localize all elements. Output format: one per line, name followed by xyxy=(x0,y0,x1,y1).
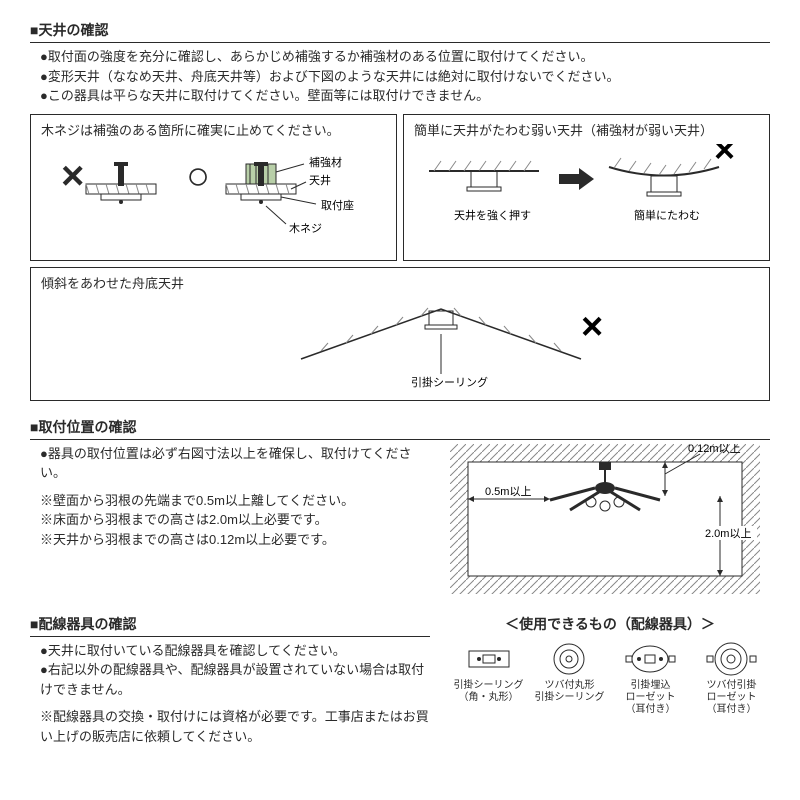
box-sloped-ceiling: 傾斜をあわせた舟底天井 × 引掛シーリング xyxy=(30,267,770,401)
bullet: この器具は平らな天井に取付けてください。壁面等には取付けできません。 xyxy=(40,86,770,106)
svg-text:2.0m以上: 2.0m以上 xyxy=(705,527,751,540)
svg-text:天井を強く押す: 天井を強く押す xyxy=(454,208,531,222)
box3-title: 傾斜をあわせた舟底天井 xyxy=(41,274,759,294)
section2-title: 取付位置の確認 xyxy=(30,417,770,440)
bullet: 取付面の強度を充分に確認し、あらかじめ補強するか補強材のある位置に取付けてくださ… xyxy=(40,47,770,67)
section1-title: 天井の確認 xyxy=(30,20,770,43)
svg-text:補強材: 補強材 xyxy=(309,155,342,169)
wiring-row: 引掛シーリング（角・丸形） ツバ付丸形引掛シーリング 引掛埋込ローゼット（耳付き… xyxy=(450,641,770,716)
svg-text:○: ○ xyxy=(186,154,210,198)
wiring-item: 引掛シーリング（角・丸形） xyxy=(450,641,527,716)
sloped-diagram: × 引掛シーリング xyxy=(41,294,741,394)
wiring-title: ＜使用できるもの（配線器具）＞ xyxy=(450,614,770,635)
box-weak-ceiling: 簡単に天井がたわむ弱い天井（補強材が弱い天井） 天井を強く押す xyxy=(403,114,770,262)
svg-text:0.12m以上: 0.12m以上 xyxy=(688,444,741,455)
note: 配線器具の交換・取付けには資格が必要です。工事店またはお買い上げの販売店に依頼し… xyxy=(40,707,430,746)
svg-text:0.5m以上: 0.5m以上 xyxy=(485,485,531,498)
svg-text:簡単にたわむ: 簡単にたわむ xyxy=(634,208,700,222)
box1-title: 木ネジは補強のある箇所に確実に止めてください。 xyxy=(41,121,386,141)
section2-bullet: 器具の取付位置は必ず右図寸法以上を確保し、取付けてください。 xyxy=(40,444,430,483)
box-woodscrew: 木ネジは補強のある箇所に確実に止めてください。 × ○ xyxy=(30,114,397,262)
note: 天井から羽根までの高さは0.12m以上必要です。 xyxy=(40,530,430,550)
svg-text:×: × xyxy=(61,154,84,198)
bullet: 変形天井（ななめ天井、舟底天井等）および下図のような天井には絶対に取付けないでく… xyxy=(40,67,770,87)
svg-text:引掛シーリング: 引掛シーリング xyxy=(411,375,488,389)
svg-text:×: × xyxy=(581,306,603,348)
svg-text:取付座: 取付座 xyxy=(321,198,354,212)
svg-text:木ネジ: 木ネジ xyxy=(289,222,322,235)
note: 床面から羽根までの高さは2.0m以上必要です。 xyxy=(40,510,430,530)
section3-bullets: 天井に取付いている配線器具を確認してください。 右記以外の配線器具や、配線器具が… xyxy=(40,641,430,700)
svg-text:×: × xyxy=(714,144,735,170)
woodscrew-diagram: × ○ xyxy=(41,144,381,244)
bullet: 右記以外の配線器具や、配線器具が設置されていない場合は取付けできません。 xyxy=(40,660,430,699)
box2-title: 簡単に天井がたわむ弱い天井（補強材が弱い天井） xyxy=(414,121,759,141)
wiring-item: ツバ付丸形引掛シーリング xyxy=(531,641,608,716)
clearance-diagram: 0.5m以上 0.12m以上 2.0m以上 xyxy=(450,444,760,594)
bullet: 天井に取付いている配線器具を確認してください。 xyxy=(40,641,430,661)
section3-title: 配線器具の確認 xyxy=(30,614,430,637)
note: 壁面から羽根の先端まで0.5m以上離してください。 xyxy=(40,491,430,511)
svg-text:天井: 天井 xyxy=(309,173,331,187)
bullet: 器具の取付位置は必ず右図寸法以上を確保し、取付けてください。 xyxy=(40,444,430,483)
wiring-item: 引掛埋込ローゼット（耳付き） xyxy=(612,641,689,716)
weak-ceiling-diagram: 天井を強く押す × 簡単にたわむ xyxy=(414,144,744,244)
section1-bullets: 取付面の強度を充分に確認し、あらかじめ補強するか補強材のある位置に取付けてくださ… xyxy=(40,47,770,106)
wiring-item: ツバ付引掛ローゼット（耳付き） xyxy=(693,641,770,716)
